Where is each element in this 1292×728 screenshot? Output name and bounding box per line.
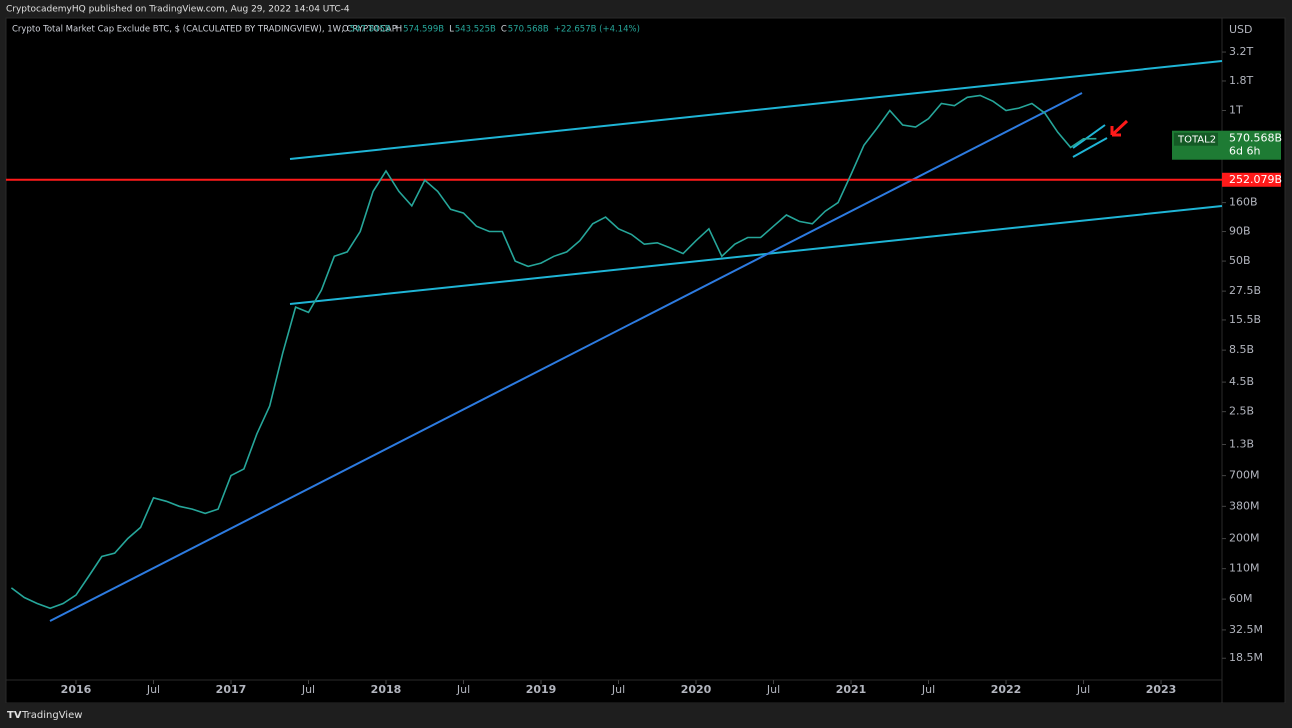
last-value: 570.568B (1229, 132, 1282, 145)
ohlc-value: 570.568B (508, 25, 549, 35)
y-tick-label: 1.8T (1229, 74, 1253, 87)
x-tick-label: Jul (766, 683, 780, 696)
y-unit: USD (1229, 23, 1253, 36)
channel-line (1072, 124, 1106, 149)
y-tick-label: 200M (1229, 532, 1260, 545)
x-tick-label: 2016 (61, 683, 92, 696)
y-tick-label: 18.5M (1229, 651, 1263, 664)
y-tick-label: 60M (1229, 592, 1253, 605)
y-tick-label: 90B (1229, 225, 1251, 238)
y-tick-label: 110M (1229, 562, 1260, 575)
ohlc-key: L (449, 25, 454, 35)
chart-frame (5, 17, 1286, 704)
x-tick-label: Jul (921, 683, 935, 696)
x-tick-label: 2018 (371, 683, 402, 696)
change: +22.657B (+4.14%) (554, 25, 640, 35)
price-line (10, 94, 1097, 610)
logo: TV (7, 710, 22, 721)
trend-line (289, 60, 1223, 160)
y-tick-label: 15.5B (1229, 313, 1261, 326)
ohlc-key: H (396, 25, 402, 35)
trend-line (49, 92, 1083, 622)
symbol: TOTAL2 (1177, 135, 1216, 146)
trend-lines (49, 60, 1223, 622)
y-tick-label: 1T (1229, 104, 1243, 117)
x-tick-label: Jul (1076, 683, 1090, 696)
y-tick-label: 380M (1229, 499, 1260, 512)
level-label: 252.079B (1229, 173, 1282, 186)
chart-title: Crypto Total Market Cap Exclude BTC, $ (… (12, 25, 397, 35)
ohlc-key: C (501, 25, 507, 35)
countdown: 6d 6h (1229, 145, 1260, 158)
footer-brand: TradingView (21, 710, 82, 721)
x-tick-label: Jul (301, 683, 315, 696)
y-tick-label: 160B (1229, 196, 1258, 209)
ohlc-key: O (342, 25, 349, 35)
ohlc-legend: O 547.845B H 574.599B L 543.525B C 570.568B +22.… (342, 25, 640, 35)
ohlc-value: 543.525B (455, 25, 496, 35)
y-tick-label: 2.5B (1229, 405, 1254, 418)
x-tick-label: 2020 (681, 683, 712, 696)
footer-bar (0, 703, 1292, 728)
y-tick-label: 4.5B (1229, 375, 1254, 388)
x-tick-label: 2022 (991, 683, 1022, 696)
y-tick-label: 50B (1229, 254, 1251, 267)
trend-line (289, 205, 1223, 305)
y-tick-label: 8.5B (1229, 343, 1254, 356)
x-tick-label: 2017 (216, 683, 247, 696)
y-tick-label: 700M (1229, 469, 1260, 482)
y-tick-label: 32.5M (1229, 623, 1263, 636)
channel-line (1072, 137, 1108, 158)
x-tick-label: 2019 (526, 683, 557, 696)
symbol-tag (1174, 132, 1218, 146)
x-tick-label: 2023 (1146, 683, 1177, 696)
x-tick-label: Jul (611, 683, 625, 696)
y-tick-label: 3.2T (1229, 45, 1253, 58)
ohlc-value: 574.599B (403, 25, 444, 35)
x-tick-label: Jul (456, 683, 470, 696)
publisher: CryptocademyHQ published on TradingView.… (6, 5, 350, 15)
y-tick-label: 27.5B (1229, 284, 1261, 297)
y-tick-label: 1.3B (1229, 438, 1254, 451)
ohlc-value: 547.845B (350, 25, 391, 35)
arrow (1110, 119, 1129, 137)
x-tick-label: Jul (146, 683, 160, 696)
level-tag (1222, 172, 1281, 187)
x-tick-label: 2021 (836, 683, 867, 696)
